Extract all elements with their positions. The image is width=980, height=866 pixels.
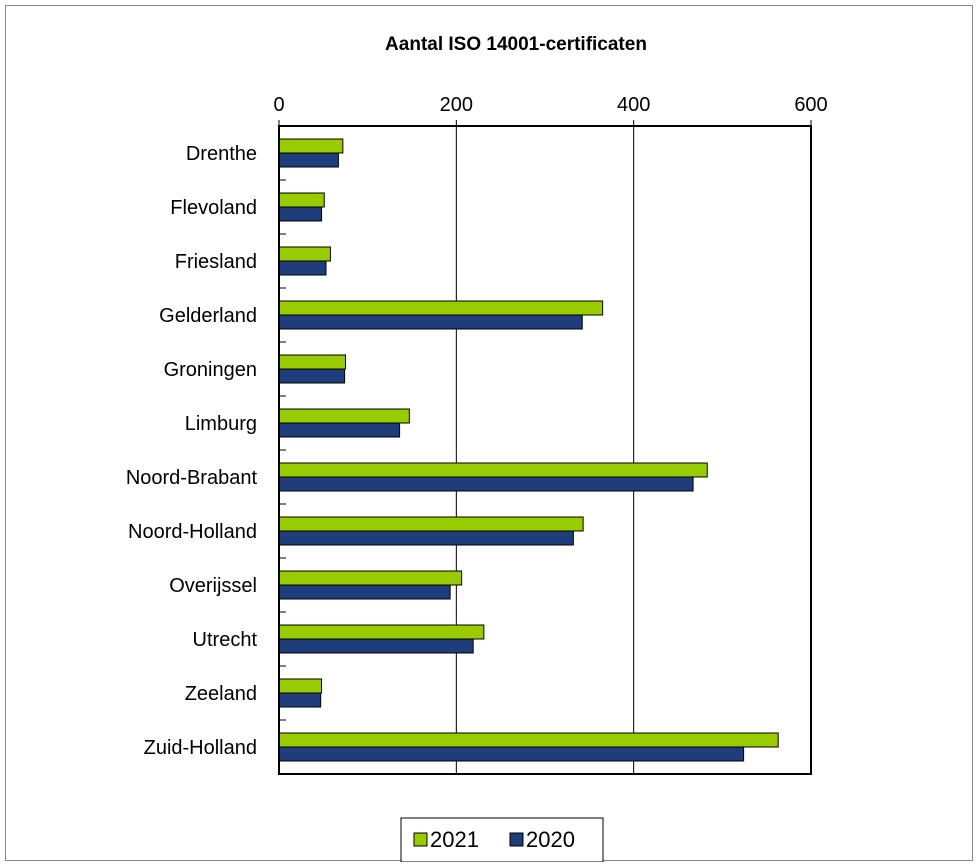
- bar-2020-zeeland: [278, 692, 322, 708]
- legend-box: [400, 817, 604, 862]
- y-axis-categories: Drenthe Flevoland Friesland Gelderland Groni…: [126, 143, 286, 759]
- bar-2021-noord-brabant: [278, 462, 708, 478]
- legend-swatch-2021: [413, 832, 428, 847]
- legend: 2021 2020: [400, 817, 604, 862]
- bar-2020-flevoland: [278, 206, 323, 222]
- bar-2020-friesland: [278, 260, 327, 276]
- plot-area-border: [278, 125, 812, 775]
- legend-swatch-2020: [509, 832, 524, 847]
- bar-2020-groningen: [278, 368, 346, 384]
- bar-2021-groningen: [278, 354, 346, 370]
- bar-2021-overijssel: [278, 570, 463, 586]
- x-tick-label: 200: [440, 94, 473, 116]
- y-category-label: Flevoland: [170, 197, 257, 219]
- y-category-label: Friesland: [175, 251, 257, 273]
- bar-2020-drenthe: [278, 152, 339, 168]
- bar-2020-zuid-holland: [278, 746, 745, 762]
- bar-2021-zeeland: [278, 678, 323, 694]
- legend-label-2020: 2020: [526, 827, 575, 852]
- bar-2020-utrecht: [278, 638, 474, 654]
- y-category-label: Limburg: [185, 413, 257, 435]
- bar-2021-friesland: [278, 246, 331, 262]
- bars: [278, 138, 779, 762]
- y-category-label: Zuid-Holland: [144, 737, 257, 759]
- y-category-label: Utrecht: [193, 629, 258, 651]
- y-category-label: Groningen: [164, 359, 257, 381]
- legend-label-2021: 2021: [430, 827, 479, 852]
- chart-title: Aantal ISO 14001-certificaten: [385, 34, 647, 55]
- bar-2021-noord-holland: [278, 516, 584, 532]
- bar-2020-noord-holland: [278, 530, 574, 546]
- chart-frame: Aantal ISO 14001-certificaten 0 200 400 600…: [5, 5, 973, 862]
- bar-2020-noord-brabant: [278, 476, 694, 492]
- y-category-label: Noord-Holland: [128, 521, 257, 543]
- bar-2020-overijssel: [278, 584, 451, 600]
- x-axis-ticks: 0 200 400 600: [273, 94, 828, 126]
- y-category-label: Noord-Brabant: [126, 467, 258, 489]
- x-tick-label: 600: [794, 94, 827, 116]
- y-category-label: Zeeland: [185, 683, 257, 705]
- x-tick-label: 400: [617, 94, 650, 116]
- bar-2021-limburg: [278, 408, 410, 424]
- y-category-label: Overijssel: [169, 575, 257, 597]
- bar-chart: Aantal ISO 14001-certificaten 0 200 400 600…: [126, 34, 828, 862]
- bar-2021-flevoland: [278, 192, 325, 208]
- bar-2021-zuid-holland: [278, 732, 779, 748]
- y-category-label: Drenthe: [186, 143, 257, 165]
- bar-2021-utrecht: [278, 624, 485, 640]
- bar-2020-gelderland: [278, 314, 583, 330]
- gridlines: [455, 126, 635, 774]
- y-category-label: Gelderland: [159, 305, 257, 327]
- bar-2021-drenthe: [278, 138, 344, 154]
- bar-2021-gelderland: [278, 300, 604, 316]
- x-tick-label: 0: [273, 94, 284, 116]
- bar-2020-limburg: [278, 422, 401, 438]
